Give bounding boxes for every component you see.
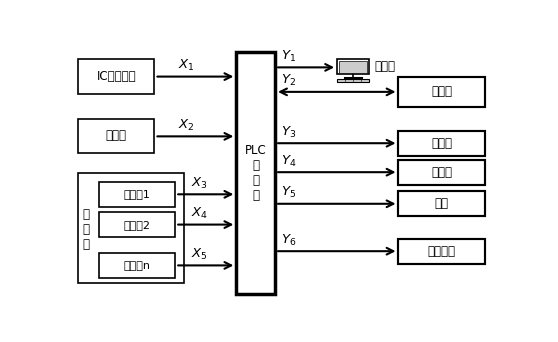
Text: 触摸屏: 触摸屏 [431,85,452,98]
Bar [99,182,175,207]
Text: 诱导系统: 诱导系统 [427,245,456,258]
Bar [78,60,154,94]
Bar [339,61,367,73]
Bar [398,239,485,264]
Text: $X_4$: $X_4$ [191,206,208,221]
Text: 报警器: 报警器 [431,136,452,149]
Bar [398,159,485,185]
Text: $Y_1$: $Y_1$ [281,49,296,64]
Text: $X_1$: $X_1$ [178,58,195,73]
Bar [99,212,175,237]
Text: $Y_5$: $Y_5$ [281,185,296,200]
Text: IC卡收费机: IC卡收费机 [97,70,136,83]
Text: $Y_6$: $Y_6$ [281,233,296,248]
Text: 报警器: 报警器 [105,129,127,142]
Text: PLC
控
制
器: PLC 控 制 器 [245,144,267,202]
Bar [337,79,369,82]
Text: 摄
像
机: 摄 像 机 [83,208,90,251]
Text: 闸机: 闸机 [435,197,449,210]
Bar [78,119,154,153]
Text: $X_2$: $X_2$ [178,118,195,133]
Text: $Y_3$: $Y_3$ [281,125,296,140]
Bar [99,253,175,278]
Text: $Y_2$: $Y_2$ [281,73,296,89]
Text: 摄像头n: 摄像头n [123,261,151,271]
Bar [337,60,369,74]
Bar [398,77,485,107]
Bar [78,173,184,283]
Text: $X_5$: $X_5$ [191,247,208,262]
Bar [236,52,275,294]
Text: 收卡箱: 收卡箱 [431,166,452,179]
Text: $Y_4$: $Y_4$ [281,154,296,169]
Text: 摄像头1: 摄像头1 [123,189,151,199]
Text: $X_3$: $X_3$ [191,175,208,190]
Bar [398,131,485,156]
Bar [398,191,485,216]
Text: 摄像头2: 摄像头2 [123,220,151,230]
Text: 上位机: 上位机 [374,60,396,73]
